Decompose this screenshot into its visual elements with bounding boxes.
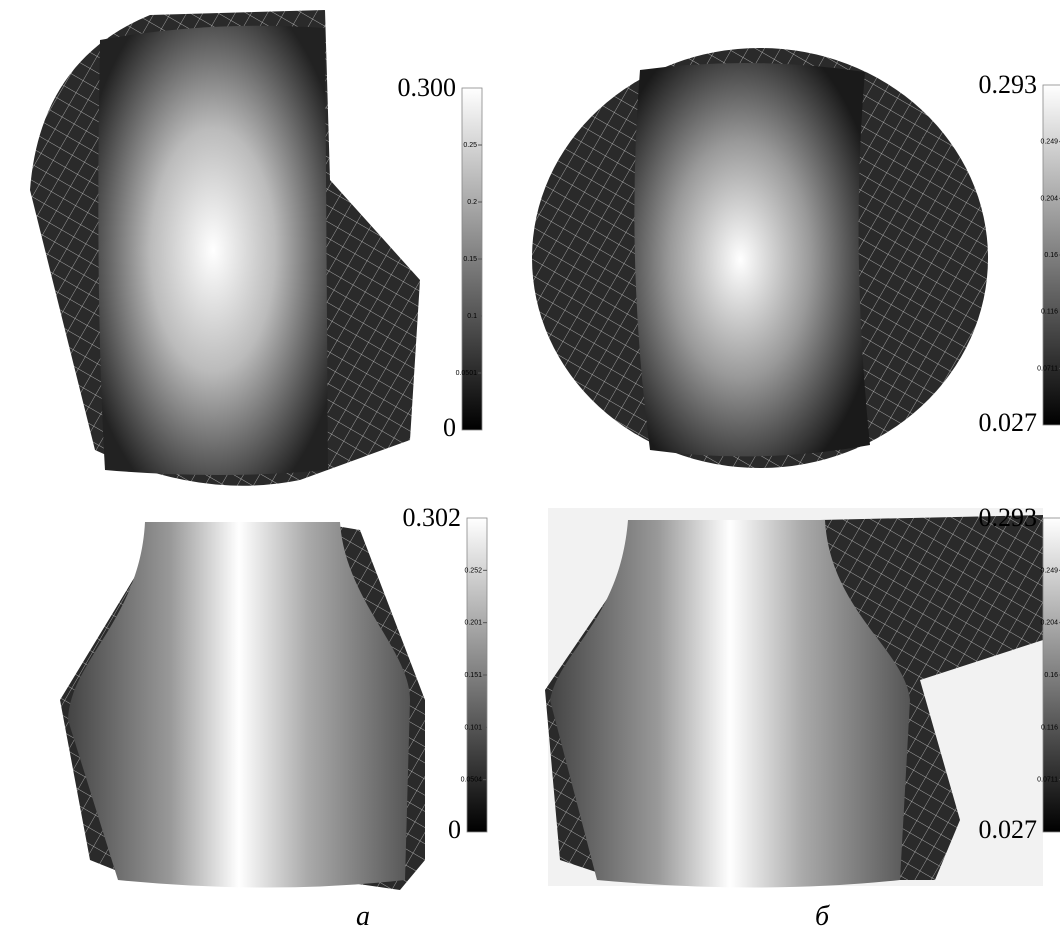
colorbar-max-label: 0.293 <box>979 70 1038 99</box>
colorbar-tick-label: 0.101 <box>464 724 482 731</box>
colorbar-tick-label: 0.116 <box>1041 724 1058 731</box>
colorbar-min-label: 0 <box>448 815 461 844</box>
body-surface <box>98 25 328 475</box>
mesh-surface <box>545 515 1043 880</box>
caption: б <box>815 901 830 932</box>
body-surface <box>68 522 410 888</box>
colorbar-min-label: 0.027 <box>979 815 1038 844</box>
colorbar <box>1042 517 1060 833</box>
colorbar-min-label: 0 <box>443 413 456 442</box>
colorbar-tick-label: 0.249 <box>1040 567 1058 574</box>
colorbar-tick-label: 0.204 <box>1040 195 1058 202</box>
body-surface <box>634 62 870 457</box>
colorbar-tick-label: 0.116 <box>1041 309 1058 316</box>
colorbar-tick-label: 0.204 <box>1040 620 1058 627</box>
colorbar-tick-label: 0.0711 <box>1037 777 1058 784</box>
colorbar-max-label: 0.300 <box>398 73 457 102</box>
colorbar-tick-label: 0.15 <box>463 256 477 263</box>
colorbar-tick-label: 0.0501 <box>456 370 478 377</box>
colorbar-tick-label: 0.16 <box>1044 252 1058 259</box>
colorbar-tick-label: 0.1 <box>467 313 477 320</box>
colorbar <box>1042 84 1060 426</box>
colorbar-min-label: 0.027 <box>979 408 1038 437</box>
colorbar-tick-label: 0.25 <box>463 142 477 149</box>
colorbar-tick-label: 0.0711 <box>1037 365 1058 372</box>
colorbar-tick-label: 0.252 <box>464 567 482 574</box>
colorbar-tick-label: 0.16 <box>1044 672 1058 679</box>
colorbar-max-label: 0.293 <box>979 503 1038 532</box>
body-surface <box>550 520 910 888</box>
colorbar-tick-label: 0.249 <box>1040 139 1058 146</box>
colorbar-tick-label: 0.201 <box>464 620 482 627</box>
caption: а <box>356 901 370 932</box>
colorbar-tick-label: 0.2 <box>467 199 477 206</box>
colorbar-tick-label: 0.151 <box>464 672 482 679</box>
colorbar-tick-label: 0.0504 <box>461 777 483 784</box>
colorbar-max-label: 0.302 <box>403 503 462 532</box>
